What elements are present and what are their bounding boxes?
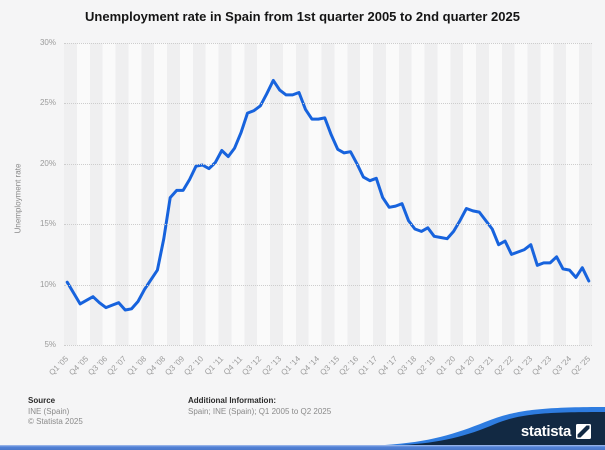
source-label: Source <box>28 396 56 405</box>
line-chart-canvas <box>65 78 591 312</box>
x-axis-tick-label: Q3 '18 <box>395 354 419 378</box>
x-axis-tick-label: Q4 '23 <box>530 354 554 378</box>
y-axis-title: Unemployment rate <box>13 163 23 234</box>
gridline <box>64 224 592 226</box>
additional-info-value: Spain; INE (Spain); Q1 2005 to Q2 2025 <box>188 406 332 416</box>
x-axis-tick-label: Q4 '08 <box>144 354 167 378</box>
x-axis-tick-label: Q4 '20 <box>453 354 477 378</box>
x-axis-tick-label: Q4 '14 <box>298 354 322 378</box>
statista-brand-wedge <box>385 407 605 445</box>
statista-logo: statista <box>521 424 591 439</box>
unemployment-line-series <box>65 78 591 312</box>
source-value: INE (Spain) <box>28 406 70 416</box>
y-axis-tick-label: 20% <box>39 158 56 168</box>
x-axis-tick-label: Q1 '23 <box>511 354 534 378</box>
x-axis-tick-label: Q4 '11 <box>221 354 245 377</box>
x-axis-tick-label: Q1 '08 <box>124 354 148 378</box>
brand-navy-shape <box>401 412 605 445</box>
y-axis-tick-label: 10% <box>39 279 56 289</box>
x-axis-tick-label: Q2 '22 <box>491 354 515 378</box>
statista-logo-icon <box>576 424 591 439</box>
x-axis-tick-label: Q3 '12 <box>240 354 264 378</box>
additional-info-label: Additional Information: <box>188 396 276 405</box>
chart-title: Unemployment rate in Spain from 1st quar… <box>85 9 520 24</box>
x-axis-tick-label: Q3 '15 <box>318 354 341 378</box>
copyright-text: © Statista 2025 <box>28 417 83 426</box>
plot-area <box>64 43 592 346</box>
x-axis-tick-label: Q2 '25 <box>569 354 592 378</box>
x-axis-tick-label: Q2 '07 <box>105 354 129 378</box>
source-block: Source INE (Spain) © Statista 2025 <box>28 396 83 428</box>
gridline <box>64 43 592 44</box>
x-axis-tick-label: Q2 '19 <box>414 354 438 378</box>
y-axis-tick-label: 5% <box>44 340 56 349</box>
x-axis-tick-label: Q4 '17 <box>375 354 399 378</box>
y-axis-tick-label: 25% <box>39 98 56 108</box>
additional-info-block: Additional Information: Spain; INE (Spai… <box>188 396 331 417</box>
x-axis-tick-label: Q1 '14 <box>279 354 303 378</box>
x-axis-tick-label: Q3 '21 <box>472 354 496 378</box>
x-axis-tick-label: Q3 '06 <box>86 354 110 378</box>
gridline <box>64 345 592 346</box>
y-axis-tick-label: 30% <box>39 38 56 47</box>
x-axis-tick-label: Q1 '05 <box>47 354 71 378</box>
x-axis-tick-label: Q1 '11 <box>202 354 225 377</box>
y-axis-tick-label: 15% <box>39 219 56 229</box>
statista-wordmark: statista <box>520 423 571 440</box>
x-axis-tick-label: Q2 '10 <box>182 354 206 378</box>
x-axis-tick-label: Q1 '17 <box>356 354 380 378</box>
x-axis-tick-label: Q3 '24 <box>549 354 573 378</box>
x-axis-tick-label: Q4 '05 <box>66 354 90 378</box>
x-axis-tick-label: Q3 '09 <box>163 354 187 378</box>
gridline <box>64 163 592 165</box>
x-axis-tick-label: Q1 '20 <box>433 354 457 378</box>
gridline <box>64 284 592 286</box>
bottom-accent-bar <box>0 445 605 450</box>
gridline <box>64 103 592 105</box>
x-axis-tick-label: Q2 '13 <box>260 354 283 378</box>
x-axis-tick-label: Q2 '16 <box>337 354 361 378</box>
